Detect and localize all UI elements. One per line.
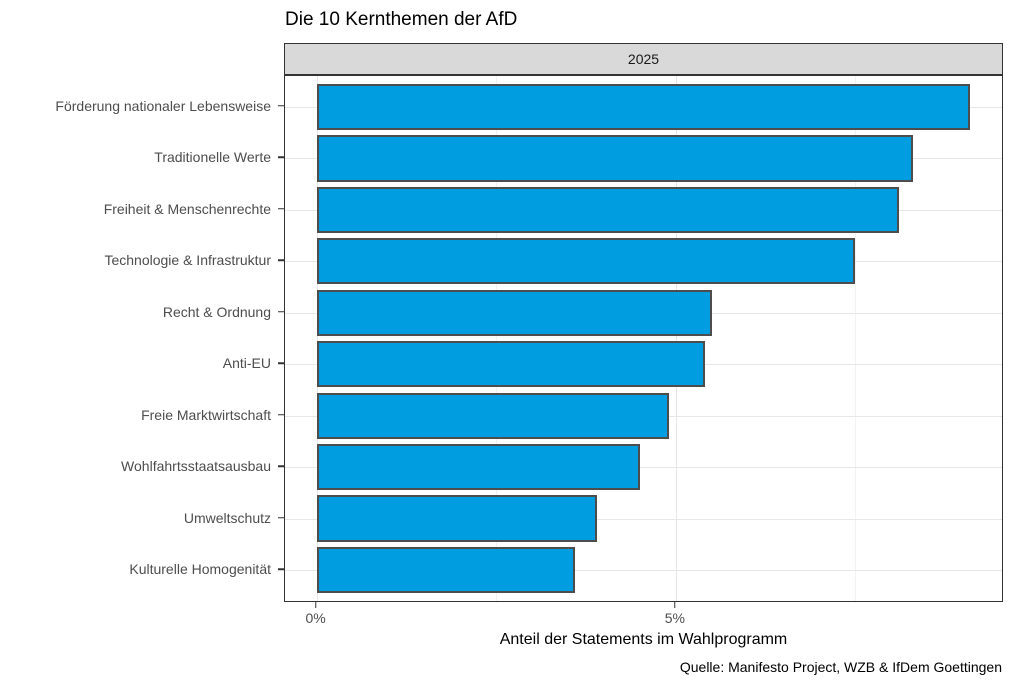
row-gridline (285, 570, 1002, 572)
facet-strip: 2025 (284, 43, 1003, 75)
y-axis-tick (278, 516, 284, 519)
minor-gridline (496, 76, 498, 601)
bar (316, 289, 712, 336)
row-gridline (285, 518, 1002, 520)
y-axis-label: Förderung nationaler Lebensweise (55, 97, 271, 114)
facet-strip-label: 2025 (627, 51, 660, 67)
y-axis-label: Wohlfahrtsstaatsausbau (121, 458, 271, 475)
y-axis-tick (278, 208, 284, 210)
major-gridline (675, 76, 677, 601)
bar (316, 392, 669, 439)
y-axis-tick (278, 311, 284, 313)
bar (316, 495, 597, 542)
x-axis-tick (674, 602, 676, 608)
y-axis-tick (278, 259, 284, 262)
y-axis-label: Kulturelle Homogenität (129, 561, 271, 578)
y-axis: Förderung nationaler Lebensweise Traditio… (0, 75, 284, 602)
y-axis-label: Freiheit & Menschenrechte (103, 200, 271, 217)
y-axis-tick (278, 362, 284, 364)
plot-panel (284, 75, 1003, 602)
y-axis-label: Umweltschutz (183, 509, 271, 526)
y-axis-tick (278, 413, 284, 416)
y-axis-label: Traditionelle Werte (154, 149, 271, 166)
chart-title: Die 10 Kernthemen der AfD (285, 9, 518, 30)
row-gridline (285, 467, 1002, 469)
bar (316, 83, 971, 131)
x-axis: 0% 5% (284, 602, 1003, 638)
bar (316, 135, 913, 182)
bar (316, 546, 576, 594)
x-axis-tick-label: 5% (664, 610, 685, 626)
x-axis-tick (314, 602, 317, 608)
bar (316, 444, 640, 491)
y-axis-tick (278, 465, 284, 467)
major-gridline (316, 76, 318, 601)
y-axis-label: Recht & Ordnung (162, 303, 271, 320)
y-axis-label: Anti-EU (222, 355, 271, 372)
x-axis-title: Anteil der Statements im Wahlprogramm (499, 631, 788, 648)
bar (316, 341, 705, 388)
y-axis-label: Technologie & Infrastruktur (104, 252, 271, 269)
y-axis-tick (278, 568, 284, 570)
y-axis-tick (278, 105, 284, 107)
minor-gridline (855, 76, 857, 601)
x-axis-tick-label: 0% (305, 610, 326, 626)
y-axis-tick (278, 156, 284, 159)
bar (316, 238, 856, 285)
bar (316, 186, 899, 233)
source-caption: Quelle: Manifesto Project, WZB & IfDem G… (679, 659, 1002, 675)
y-axis-label: Freie Marktwirtschaft (141, 406, 271, 423)
